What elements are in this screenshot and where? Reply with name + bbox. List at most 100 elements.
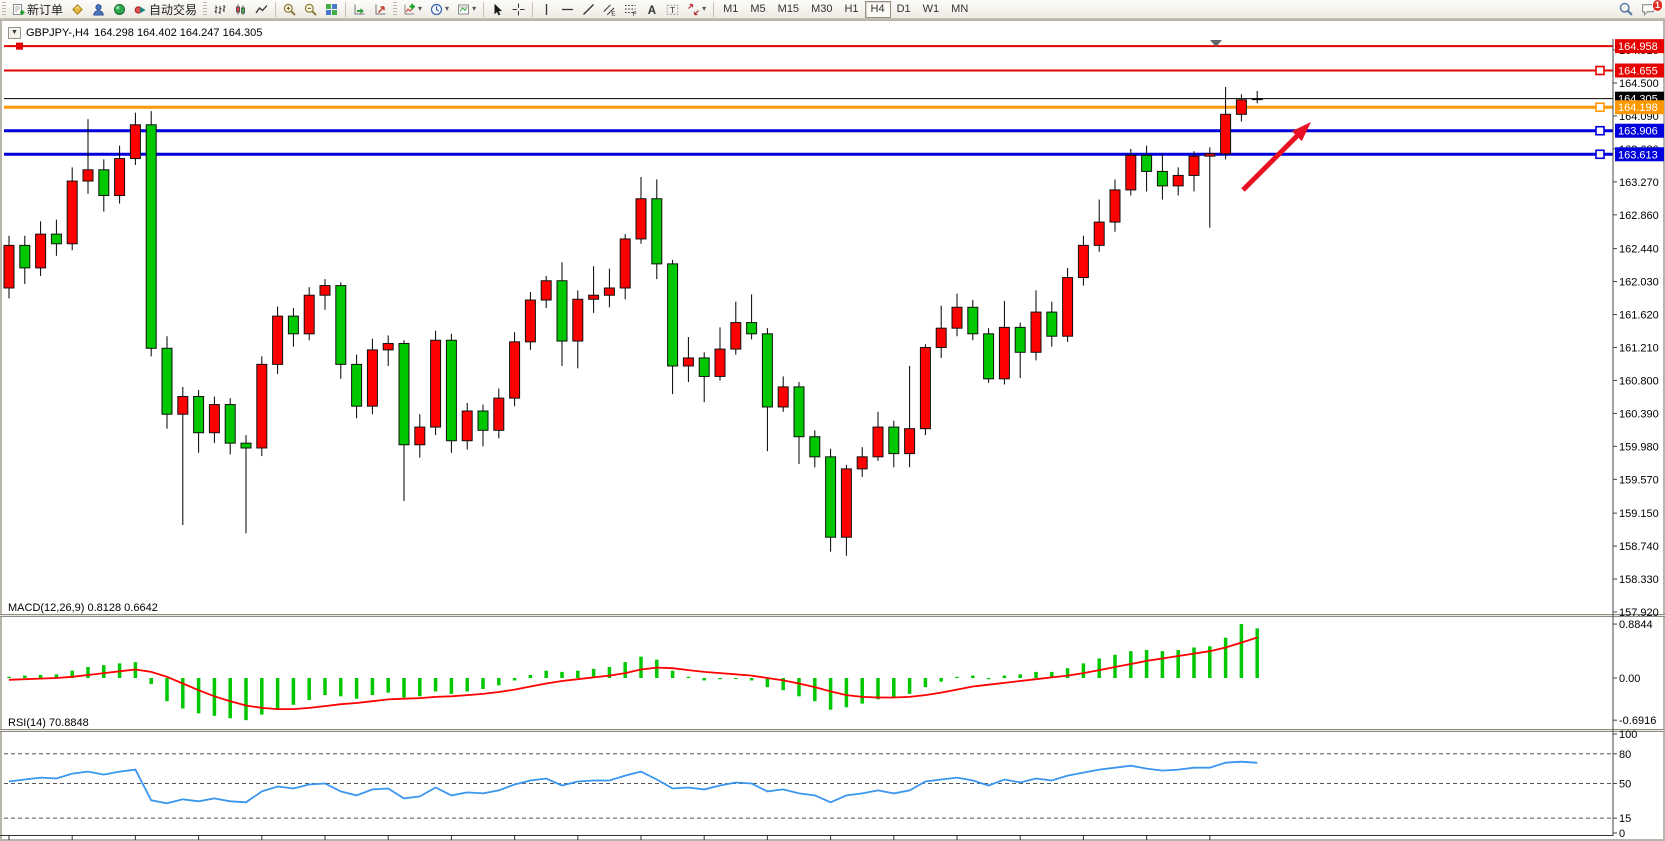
community-button[interactable]	[88, 1, 109, 18]
chevron-down-icon: ▾	[702, 4, 707, 13]
hline-163.906[interactable]	[4, 125, 1613, 136]
chart-window[interactable]: ▼ GBPJPY-,H4 164.298 164.402 164.247 164…	[0, 19, 1665, 841]
search-button[interactable]	[1615, 1, 1637, 18]
market-watch-button[interactable]	[67, 1, 88, 18]
price-label-163.906: 163.906	[1615, 123, 1664, 138]
bars-icon	[214, 4, 226, 14]
main-toolbar: 新订单 自动交易 ▾ ▾ ▾ E F A T ▾ M1 M5 M15 M30 H1 H4 D1 W1 MN 1	[0, 0, 1665, 19]
svg-text:164.198: 164.198	[1618, 102, 1658, 114]
templates-button[interactable]: ▾	[453, 1, 480, 18]
chevron-down-icon: ▾	[445, 4, 450, 13]
cursor-icon	[494, 3, 503, 15]
chart-shift-button[interactable]	[370, 1, 391, 18]
autotrading-button[interactable]: 自动交易	[130, 1, 201, 18]
svg-text:163.613: 163.613	[1618, 149, 1658, 161]
fibonacci-icon: F	[625, 4, 637, 16]
notification-badge: 1	[1652, 0, 1663, 12]
toolbar-separator	[275, 1, 277, 17]
price-tick-label: 159.570	[1619, 474, 1659, 486]
channel-button[interactable]: E	[599, 1, 620, 18]
chart-canvas[interactable]: 164.910164.500164.090163.680163.270162.8…	[0, 19, 1665, 841]
autotrading-button-label: 自动交易	[149, 2, 198, 17]
auto-scroll-icon	[354, 4, 365, 14]
timeframe-d1-button[interactable]: D1	[896, 3, 911, 15]
price-label-164.655: 164.655	[1615, 63, 1664, 78]
autotrade-icon	[134, 5, 146, 14]
hline-164.655[interactable]	[4, 65, 1613, 76]
timeframe-h4-button[interactable]: H4	[864, 0, 891, 18]
chart-menu-icon[interactable]: ▼	[8, 27, 21, 39]
line-chart-button[interactable]	[251, 1, 272, 18]
hline-164.958[interactable]	[4, 42, 1613, 50]
price-tick-label: 158.740	[1619, 541, 1659, 553]
cursor-button[interactable]	[487, 1, 508, 18]
vertical-line-button[interactable]	[536, 1, 557, 18]
indicators-button[interactable]: ▾	[399, 1, 426, 18]
toolbar-grip	[393, 2, 398, 16]
fibonacci-button[interactable]: F	[620, 1, 641, 18]
price-tick-label: 163.270	[1619, 177, 1659, 189]
new-order-button[interactable]: 新订单	[8, 1, 67, 18]
chevron-down-icon: ▾	[418, 4, 423, 13]
timeframe-h1-button[interactable]: H1	[844, 3, 859, 15]
signals-button[interactable]	[109, 1, 130, 18]
svg-text:F: F	[633, 11, 637, 16]
toolbar-grip	[2, 2, 6, 16]
crosshair-button[interactable]	[508, 1, 529, 18]
horizontal-line-button[interactable]	[557, 1, 578, 18]
toolbar-separator	[713, 1, 715, 17]
time-axis[interactable]: 13 Mar 202314 Mar 08:0015 Mar 00:0015 Ma…	[6, 836, 1272, 841]
vline-icon	[545, 3, 548, 15]
tile-windows-button[interactable]	[321, 1, 342, 18]
candlestick-series	[3, 86, 1263, 556]
timeframe-mn-button[interactable]: MN	[951, 3, 969, 15]
text-a-icon: A	[648, 4, 656, 15]
notifications-button[interactable]: 1	[1637, 0, 1663, 18]
price-tick-label: 160.800	[1619, 375, 1659, 387]
arrows-button[interactable]: ▾	[683, 1, 710, 18]
hline-163.613[interactable]	[4, 149, 1613, 160]
tile-windows-icon	[326, 3, 338, 15]
timeframe-m30-button[interactable]: M30	[811, 3, 833, 15]
price-tick-label: 159.980	[1619, 441, 1659, 453]
label-button[interactable]: T	[662, 1, 683, 18]
price-label-164.958: 164.958	[1615, 39, 1664, 54]
svg-text:164.958: 164.958	[1618, 41, 1658, 53]
timeframe-m1-button[interactable]: M1	[723, 3, 739, 15]
arrows-icon	[688, 3, 700, 15]
new-order-button-label: 新订单	[27, 2, 64, 17]
zoom-out-icon	[304, 3, 317, 16]
toolbar-separator	[345, 1, 347, 17]
auto-scroll-button[interactable]	[349, 1, 370, 18]
timeframe-m5-button[interactable]: M5	[750, 3, 766, 15]
toolbar-grip	[203, 2, 208, 16]
svg-text:163.906: 163.906	[1618, 126, 1658, 138]
candles-chart-button[interactable]	[230, 1, 251, 18]
toolbar-separator	[532, 1, 534, 17]
template-icon	[458, 4, 470, 14]
rsi-tick-label: 0	[1619, 828, 1625, 840]
toolbar-right-group: 1	[1615, 0, 1665, 18]
timeframe-w1-button[interactable]: W1	[922, 3, 940, 15]
zoom-in-button[interactable]	[279, 1, 300, 18]
text-button[interactable]: A	[641, 1, 662, 18]
macd-tick-label: 0.8844	[1619, 619, 1653, 631]
chart-symbol-period: GBPJPY-,H4	[25, 27, 90, 39]
globe-signal-icon	[114, 3, 126, 15]
zoom-out-button[interactable]	[300, 1, 321, 18]
text-t-icon: T	[666, 4, 679, 14]
trend-arrow[interactable]	[1241, 122, 1311, 192]
price-tick-label: 159.150	[1619, 508, 1659, 520]
hline-164.198[interactable]	[4, 102, 1613, 113]
bars-chart-button[interactable]	[209, 1, 230, 18]
chart-ohlc-quote: 164.298 164.402 164.247 164.305	[94, 27, 263, 39]
periods-button[interactable]: ▾	[426, 1, 453, 18]
channel-icon: E	[603, 3, 616, 16]
chart-shift-marker[interactable]	[1210, 40, 1222, 47]
rsi-label: RSI(14) 70.8848	[8, 717, 89, 729]
trendline-button[interactable]	[578, 1, 599, 18]
rsi-tick-label: 15	[1619, 813, 1631, 825]
timeframe-m15-button[interactable]: M15	[777, 3, 800, 15]
price-tick-label: 157.920	[1619, 607, 1659, 619]
